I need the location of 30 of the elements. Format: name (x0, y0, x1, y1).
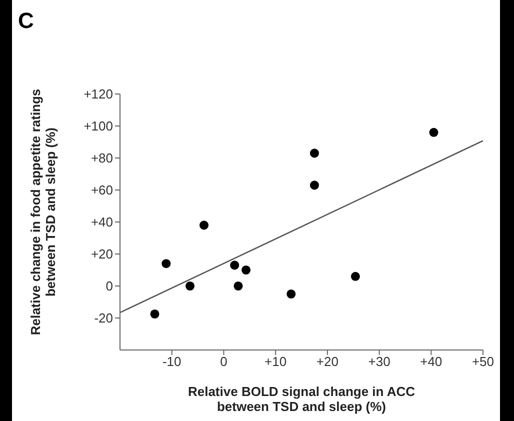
y-tick-label: +20 (90, 246, 113, 262)
x-tick-label: +30 (368, 354, 390, 370)
y-axis-title: Relative change in food appetite ratings between TSD and sleep (%) (28, 88, 58, 336)
x-tick-label: -10 (162, 354, 182, 370)
y-tick-label: -20 (94, 310, 113, 326)
x-tick-label: +20 (316, 354, 338, 370)
y-tick-label: +60 (90, 182, 113, 198)
y-tick-label: 0 (106, 278, 113, 294)
point (199, 220, 209, 230)
x-tick-label: +40 (420, 354, 442, 370)
point (234, 281, 243, 291)
y-tick-label: +80 (90, 150, 113, 166)
chart-title: C (18, 8, 34, 34)
point (150, 309, 160, 319)
point (230, 260, 240, 270)
x-axis-title: Relative BOLD signal change in ACC between TSD and sleep (%) (188, 384, 416, 414)
point (185, 281, 195, 291)
point (310, 148, 319, 158)
x-tick-label: 0 (220, 354, 228, 370)
point (310, 180, 319, 190)
point (350, 272, 360, 281)
y-tick-label: +100 (84, 118, 113, 134)
point (429, 128, 438, 137)
point (286, 289, 296, 299)
point (242, 265, 251, 275)
x-tick-label: +50 (472, 354, 494, 370)
y-tick-label: +40 (90, 214, 113, 230)
point (162, 259, 171, 268)
y-tick-label: +120 (84, 86, 113, 102)
x-tick-label: +10 (264, 354, 287, 370)
